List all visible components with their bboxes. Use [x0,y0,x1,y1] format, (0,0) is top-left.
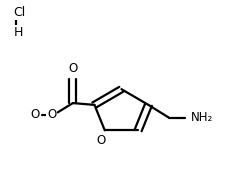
Text: Cl: Cl [14,6,26,19]
Text: O: O [97,134,106,147]
Text: O: O [68,62,77,75]
Text: NH₂: NH₂ [190,111,213,124]
Text: O: O [47,108,56,121]
Text: O: O [31,108,40,121]
Text: H: H [14,26,23,39]
